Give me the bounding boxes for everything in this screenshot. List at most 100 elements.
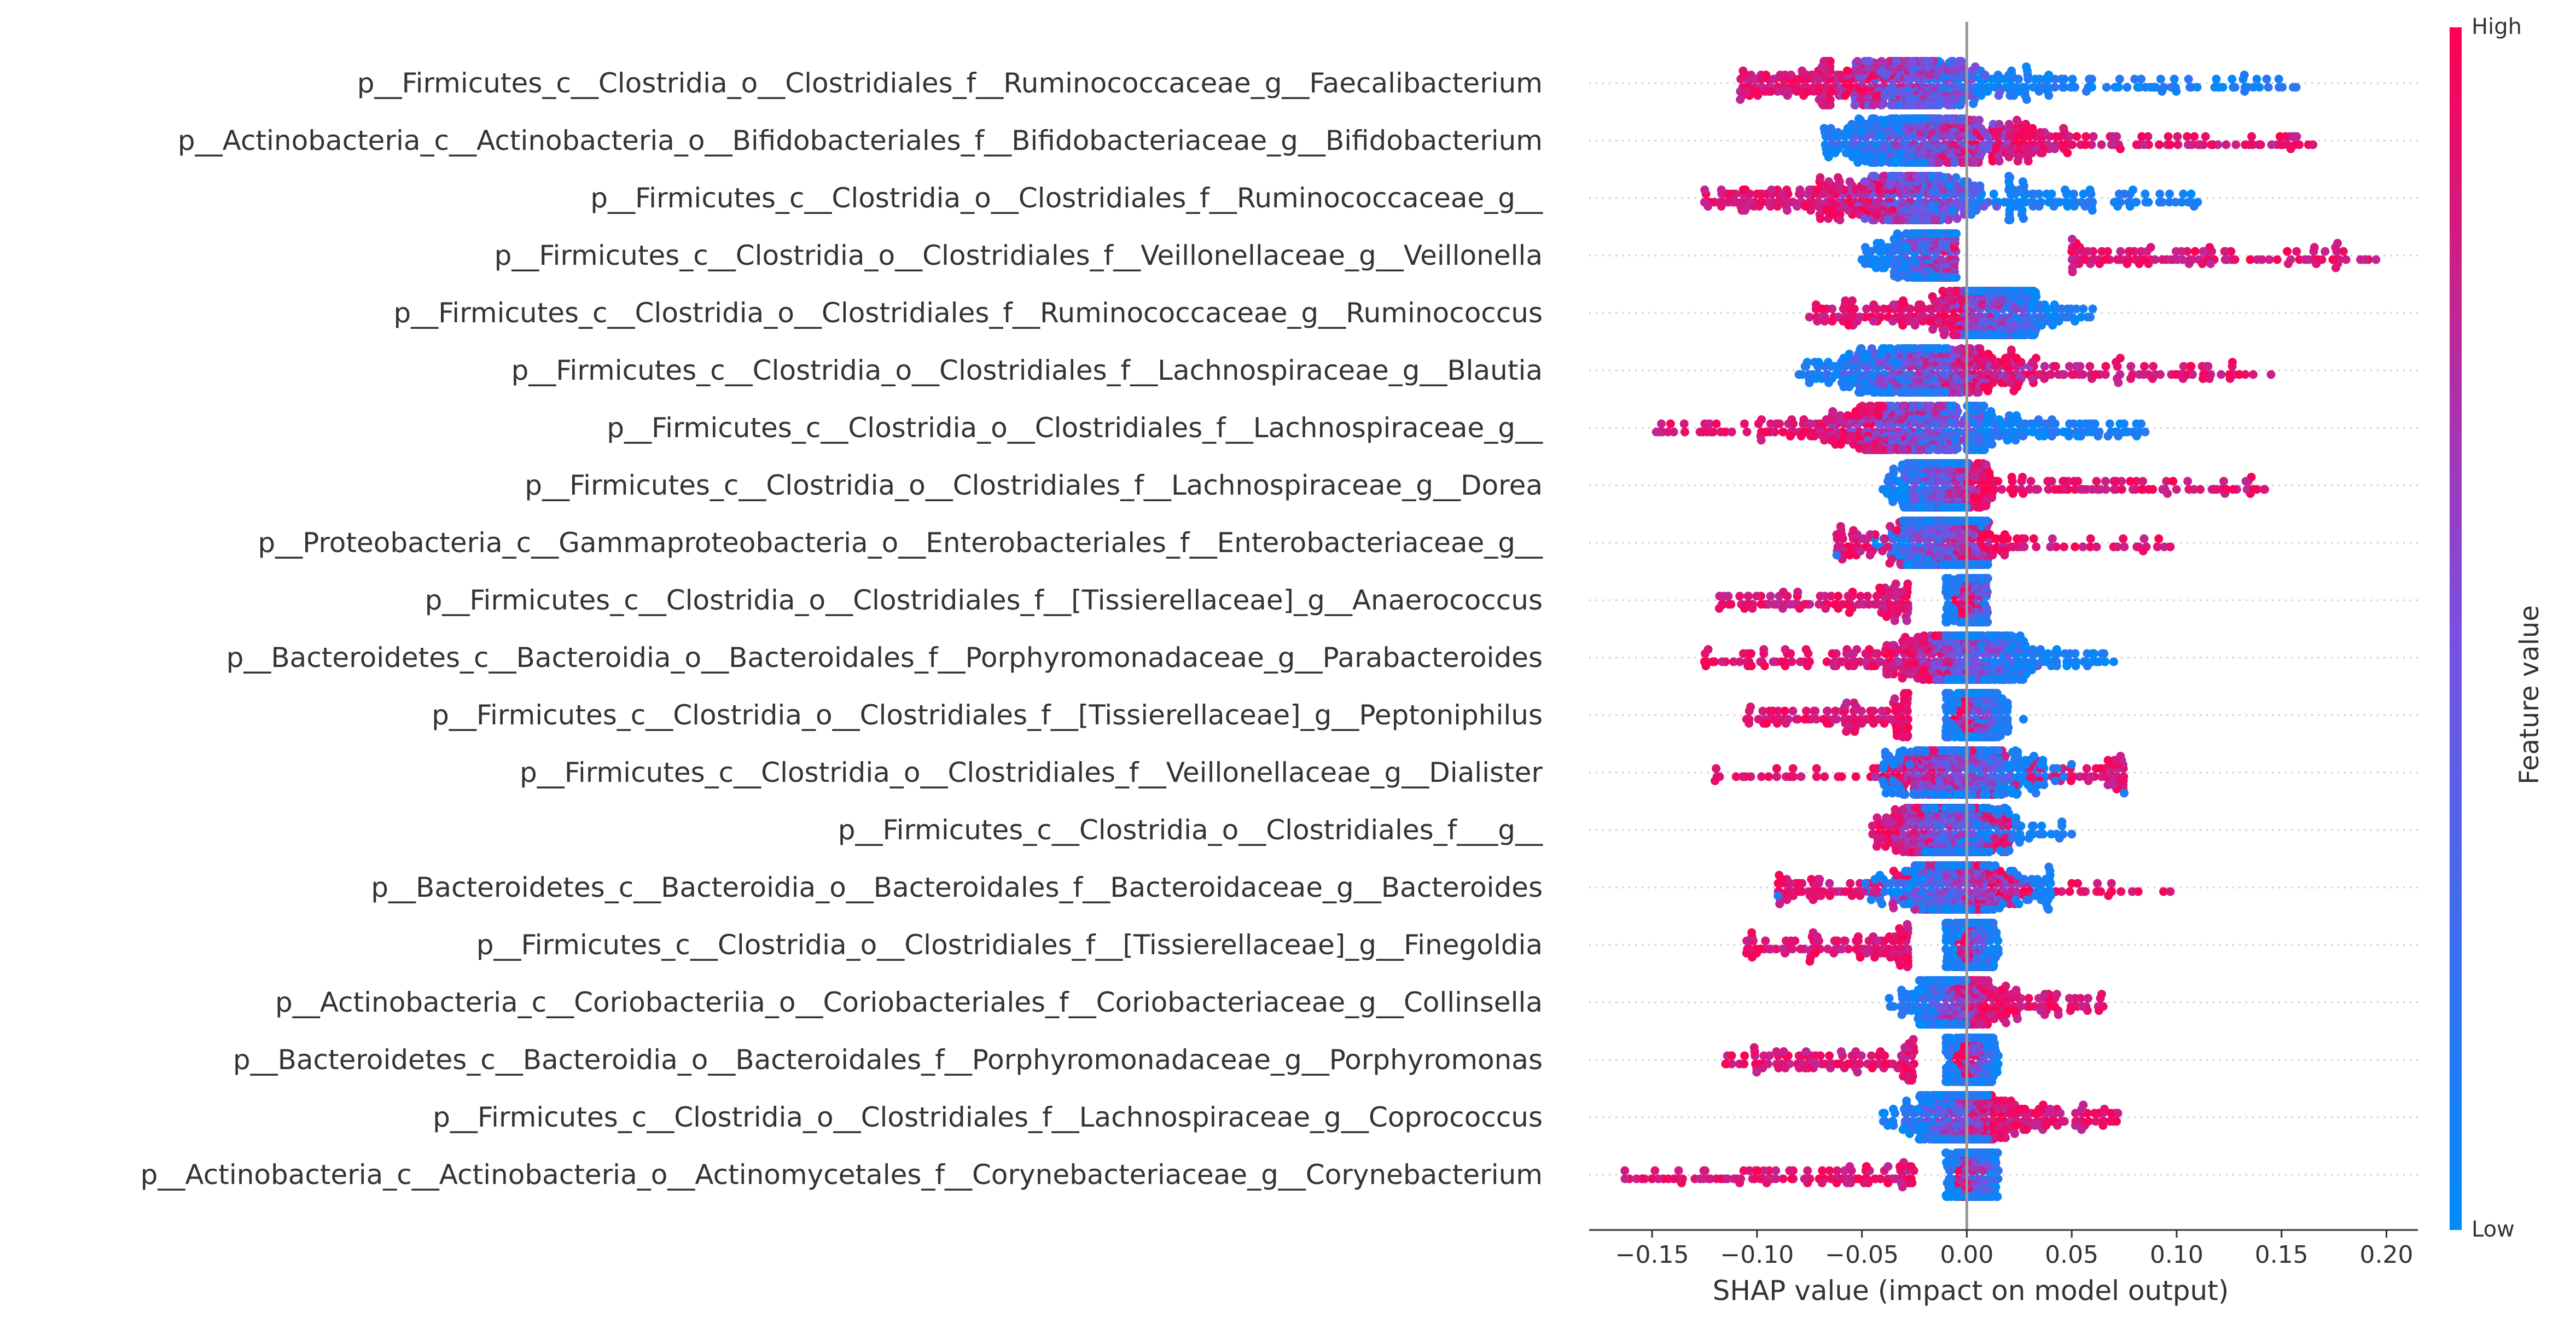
shap-point — [2219, 477, 2228, 486]
shap-point — [1743, 428, 1752, 437]
shap-point — [2092, 477, 2101, 486]
shap-point — [2019, 177, 2027, 186]
shap-point — [1982, 461, 1991, 469]
shap-point — [1709, 428, 1718, 437]
shap-point — [2027, 477, 2036, 486]
shap-point — [2196, 141, 2205, 149]
shap-point — [1893, 216, 1902, 224]
shap-point — [2077, 485, 2085, 494]
shap-point — [1889, 465, 1898, 473]
shap-point — [2085, 362, 2094, 371]
shap-point — [2150, 256, 2159, 264]
shap-point — [1746, 190, 1754, 199]
shap-point — [1828, 407, 1837, 416]
shap-point — [2021, 420, 2030, 428]
shap-point — [1787, 71, 1795, 79]
shap-point — [2165, 190, 2174, 199]
shap-point — [1865, 153, 1874, 161]
shap-point — [2219, 83, 2228, 92]
dots-layer — [1620, 57, 2380, 1201]
shap-point — [1953, 214, 1962, 223]
shap-point — [2005, 153, 2014, 161]
shap-point — [1986, 287, 1994, 295]
shap-point — [1995, 415, 2004, 424]
shap-point — [1988, 354, 1997, 363]
shap-point — [1900, 114, 1909, 123]
shap-point — [1736, 95, 1745, 104]
shap-point — [2222, 485, 2231, 494]
shap-point — [1760, 87, 1769, 96]
shap-point — [2240, 71, 2249, 79]
shap-point — [1657, 420, 1666, 428]
shap-point — [1995, 120, 2004, 129]
shap-point — [1889, 235, 1898, 243]
shap-point — [1888, 494, 1897, 502]
shap-point — [1899, 445, 1908, 454]
shap-point — [1818, 305, 1827, 314]
shap-point — [2278, 141, 2287, 149]
shap-point — [1930, 273, 1939, 282]
shap-point — [1849, 440, 1858, 449]
shap-point — [1870, 445, 1879, 454]
shap-point — [2003, 436, 2012, 445]
shap-point — [1821, 57, 1829, 66]
shap-point — [2050, 144, 2059, 153]
shap-point — [2126, 247, 2135, 256]
shap-point — [2292, 132, 2301, 141]
shap-point — [1834, 362, 1843, 371]
shap-point — [2036, 149, 2045, 158]
shap-point — [2228, 75, 2236, 84]
shap-point — [2101, 477, 2110, 486]
shap-point — [2059, 428, 2068, 437]
shap-point — [2018, 473, 2027, 481]
shap-point — [2191, 247, 2200, 256]
shap-point — [1951, 229, 1960, 238]
shap-point — [1821, 182, 1829, 190]
shap-point — [2267, 141, 2276, 149]
shap-point — [1956, 114, 1965, 123]
shap-point — [1700, 185, 1709, 194]
shap-point — [1912, 273, 1921, 282]
shap-point — [1806, 432, 1815, 440]
shap-point — [1820, 124, 1829, 133]
shap-point — [2137, 132, 2146, 141]
shap-point — [1778, 190, 1787, 199]
shap-point — [1940, 229, 1949, 238]
shap-point — [1899, 297, 1908, 305]
shap-point — [2210, 485, 2219, 494]
shap-point — [1846, 177, 1854, 186]
shap-point — [1906, 305, 1915, 314]
shap-point — [2241, 141, 2249, 149]
shap-point — [2113, 202, 2122, 211]
shap-point — [1901, 158, 1910, 167]
shap-point — [2260, 485, 2269, 494]
shap-point — [2155, 141, 2164, 149]
shap-point — [2148, 374, 2157, 383]
shap-point — [1980, 202, 1988, 211]
shap-point — [2164, 132, 2173, 141]
shap-point — [2102, 83, 2111, 92]
shap-point — [2275, 75, 2283, 84]
shap-point — [2005, 120, 2014, 129]
shap-point — [2103, 432, 2112, 440]
shap-point — [2170, 75, 2179, 84]
shap-point — [1992, 202, 2001, 211]
shap-point — [2158, 198, 2167, 207]
shap-point — [2115, 190, 2124, 199]
shap-point — [1700, 198, 1709, 207]
shap-point — [1752, 87, 1760, 96]
shap-point — [1951, 273, 1960, 282]
shap-point — [1728, 428, 1736, 437]
shap-point — [2140, 362, 2149, 371]
shap-point — [1680, 428, 1689, 437]
shap-point — [1916, 445, 1924, 454]
shap-point — [1814, 202, 1823, 211]
shap-point — [1810, 71, 1819, 79]
shap-point — [1858, 256, 1866, 264]
shap-point — [2253, 75, 2261, 84]
shap-point — [1870, 172, 1879, 181]
shap-point — [1988, 379, 1997, 387]
shap-point — [1802, 71, 1811, 79]
shap-point — [2089, 132, 2098, 141]
shap-point — [1911, 321, 1920, 330]
